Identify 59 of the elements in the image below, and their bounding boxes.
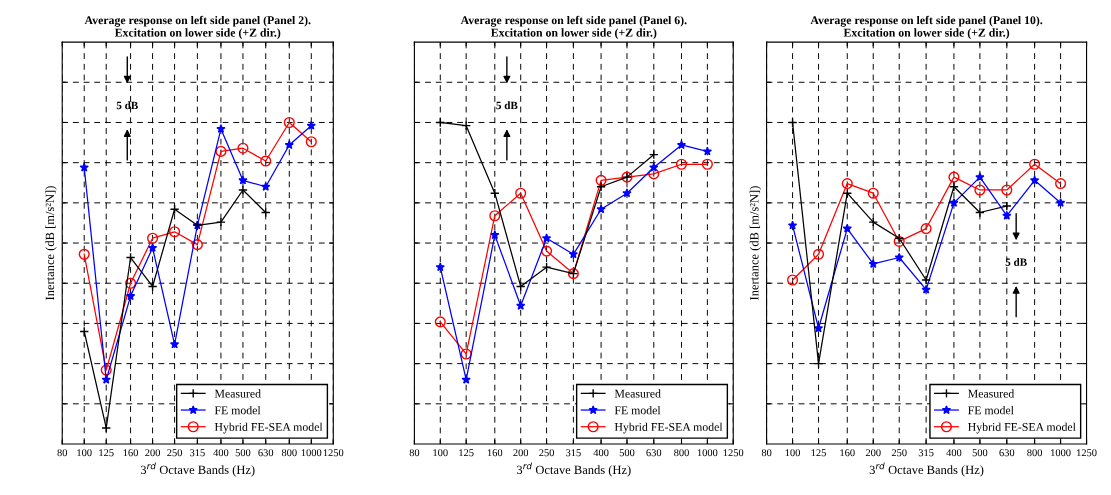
legend-label: Measured	[968, 389, 1015, 398]
x-tick-label: 1250	[323, 449, 344, 457]
x-tick-label: 400	[593, 449, 609, 457]
x-tick-label: 500	[619, 449, 635, 457]
x-tick-label: 200	[145, 449, 160, 457]
x-tick-label: 500	[972, 449, 988, 457]
annotation: 5 dB	[1005, 258, 1027, 266]
x-tick-label: 1250	[1077, 449, 1097, 457]
x-tick-label: 100	[433, 449, 448, 457]
legend-label: FE model	[968, 405, 1014, 415]
legend-label: Hybrid FE-SEA model	[614, 422, 723, 434]
x-tick-label: 630	[999, 449, 1015, 457]
x-tick-label: 1000	[1051, 449, 1071, 457]
y-axis-title: Inertance (dB [m/s²N])	[749, 186, 762, 300]
x-tick-label: 630	[258, 449, 274, 457]
x-tick-label: 160	[487, 449, 503, 457]
x-axis-title: 3$^{rd}$ Octave Bands (Hz)	[516, 462, 631, 477]
chart-title: Average response on left side panel (Panel 10). Excitation on lower side (+Z dir.)	[810, 15, 1043, 40]
x-tick-label: 200	[513, 449, 529, 457]
x-axis-title: 3$^{rd}$ Octave Bands (Hz)	[869, 462, 984, 477]
x-tick-label: 1000	[697, 449, 718, 457]
x-tick-label: 800	[674, 449, 689, 457]
x-tick-label: 315	[566, 449, 581, 457]
x-tick-label: 1000	[301, 449, 322, 457]
x-tick-label: 200	[865, 449, 881, 457]
x-tick-label: 250	[167, 449, 182, 457]
chart-title: Average response on left side panel (Panel 6). Excitation on lower side (+Z dir.)	[460, 15, 687, 40]
x-tick-label: 80	[409, 449, 420, 457]
legend-label: Hybrid FE-SEA model	[214, 422, 323, 434]
x-tick-label: 125	[99, 449, 114, 457]
legend-label: Measured	[214, 389, 261, 398]
legend-label: FE model	[614, 405, 661, 415]
x-tick-label: 250	[891, 449, 907, 457]
x-tick-label: 400	[946, 449, 962, 457]
x-tick-label: 160	[840, 449, 855, 457]
chart-title: Average response on left side panel (Panel 2). Excitation on lower side (+Z dir.)	[84, 15, 311, 40]
x-tick-label: 250	[539, 449, 554, 457]
text: 5 dB	[496, 101, 518, 110]
x-tick-label: 160	[123, 449, 138, 457]
x-tick-label: 800	[1027, 449, 1043, 457]
legend-label: FE model	[214, 405, 261, 415]
x-tick-label: 80	[57, 449, 68, 457]
x-tick-label: 500	[235, 449, 251, 457]
x-tick-label: 100	[785, 449, 800, 457]
y-axis-title: Inertance (dB [m/s²N])	[45, 186, 57, 300]
legend-label: Measured	[614, 389, 661, 398]
legend-label: Hybrid FE-SEA model	[968, 422, 1076, 434]
x-tick-label: 80	[761, 449, 772, 457]
x-tick-label: 630	[646, 449, 662, 457]
x-tick-label: 315	[190, 449, 205, 457]
text: 5 dB	[116, 101, 138, 110]
x-tick-label: 100	[77, 449, 92, 457]
x-tick-label: 315	[918, 449, 934, 457]
x-tick-label: 125	[459, 449, 474, 457]
x-tick-label: 125	[811, 449, 826, 457]
x-axis-title: 3$^{rd}$ Octave Bands (Hz)	[140, 462, 255, 477]
x-tick-label: 800	[281, 449, 297, 457]
x-tick-label: 1250	[723, 449, 744, 457]
x-tick-label: 400	[213, 449, 229, 457]
